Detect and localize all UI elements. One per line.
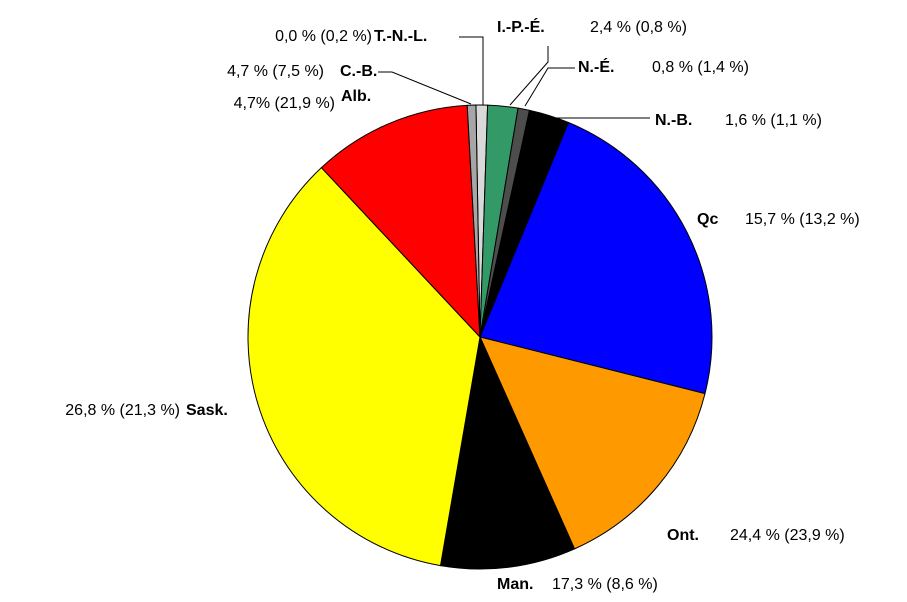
- slice-annotation: 15,7 % (13,2 %): [745, 211, 860, 228]
- slice-annotation: 0,8 % (1,4 %): [652, 59, 749, 76]
- slice-label: Ont.: [667, 527, 699, 544]
- leader-line: [459, 36, 484, 105]
- slice-annotation: 1,6 % (1,1 %): [725, 112, 822, 129]
- slice-label: Alb.: [341, 88, 371, 105]
- pie-slice: [466, 104, 481, 338]
- slice-label: I.-P.-É.: [497, 17, 545, 36]
- slice-annotation: 0,0 % (0,2 %): [275, 28, 372, 45]
- slice-annotation: 26,8 % (21,3 %): [65, 402, 180, 419]
- pie-slice: [247, 166, 481, 567]
- leader-line: [378, 71, 472, 105]
- slice-label: N.-É.: [578, 57, 614, 76]
- pie-slice: [439, 335, 576, 570]
- slice-annotation: 2,4 % (0,8 %): [590, 19, 687, 36]
- slice-label: Sask.: [186, 402, 228, 419]
- slice-annotation: 4,7 % (7,5 %): [227, 63, 324, 80]
- slice-label: Man.: [497, 576, 533, 593]
- leader-line: [509, 46, 549, 106]
- pie-slice: [320, 104, 481, 339]
- pie-slice: [479, 336, 706, 550]
- slice-label: N.-B.: [655, 112, 692, 129]
- slice-annotation: 24,4 % (23,9 %): [730, 527, 845, 544]
- slice-label: C.-B.: [340, 63, 377, 80]
- slice-annotation: 4,7% (21,9 %): [234, 95, 335, 112]
- leader-line: [524, 67, 575, 107]
- slice-label: T.-N.-L.: [374, 28, 427, 45]
- slice-label: Qc: [697, 211, 718, 228]
- pie-slice: [479, 121, 713, 395]
- slice-annotation: 17,3 % (8,6 %): [552, 576, 658, 593]
